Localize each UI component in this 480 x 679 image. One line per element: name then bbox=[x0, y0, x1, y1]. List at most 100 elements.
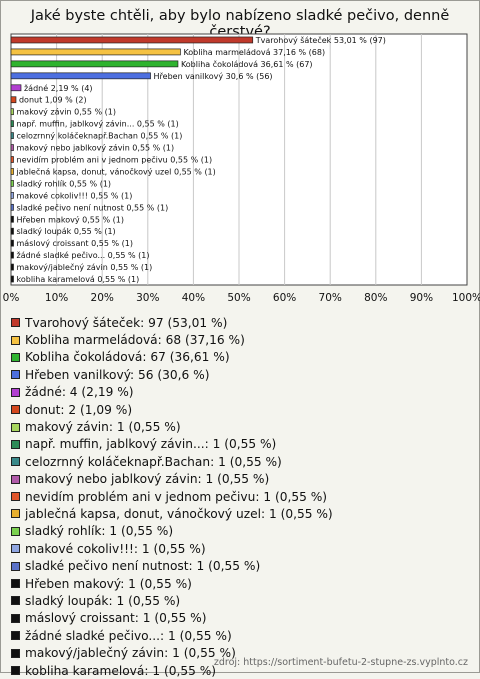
bar-label: jablečná kapsa, donut, vánočkový uzel 0,… bbox=[16, 166, 216, 176]
legend-item: Kobliha čokoládová: 67 (36,61 %) bbox=[11, 349, 471, 366]
legend-item: makový závin: 1 (0,55 %) bbox=[11, 418, 471, 435]
x-tick-label: 100% bbox=[452, 292, 480, 304]
legend-item: Hřeben makový: 1 (0,55 %) bbox=[11, 575, 471, 592]
legend-item: Tvarohový šáteček: 97 (53,01 %) bbox=[11, 314, 471, 331]
legend-label: např. muffin, jablkový závin...: 1 (0,55… bbox=[25, 437, 277, 452]
bar-label: makové cokoliv!!! 0,55 % (1) bbox=[17, 190, 133, 200]
bar-label: Tvarohový šáteček 53,01 % (97) bbox=[255, 35, 386, 45]
legend-label: Tvarohový šáteček: 97 (53,01 %) bbox=[25, 315, 228, 330]
legend-item: celozrnný koláčeknapř.Bachan: 1 (0,55 %) bbox=[11, 453, 471, 470]
legend-item: sladký loupák: 1 (0,55 %) bbox=[11, 592, 471, 609]
legend-swatch bbox=[11, 405, 20, 415]
legend-label: makové cokoliv!!!: 1 (0,55 %) bbox=[25, 541, 206, 556]
legend-swatch bbox=[11, 648, 20, 658]
bar bbox=[10, 84, 22, 92]
bar bbox=[10, 263, 14, 271]
legend-label: máslový croissant: 1 (0,55 %) bbox=[25, 611, 207, 626]
bar-label: makový/jablečný závin 0,55 % (1) bbox=[17, 262, 153, 272]
legend-swatch bbox=[11, 457, 20, 467]
bar-chart: 0% 10% 20% 30% 40% 50% 60% 70% 80% 90% 100% Tvaroho… bbox=[3, 33, 480, 304]
bar-label: nevidím problém ani v jednom pečivu 0,55… bbox=[17, 155, 213, 165]
bar-label: makový závin 0,55 % (1) bbox=[17, 108, 116, 117]
legend-swatch bbox=[11, 387, 20, 397]
x-tick-label: 20% bbox=[91, 292, 114, 304]
bar-label: např. muffin, jablkový závin... 0,55 % (… bbox=[17, 120, 179, 129]
x-tick-label: 10% bbox=[45, 292, 68, 304]
bar-label: Kobliha čokoládová 36,61 % (67) bbox=[181, 59, 313, 69]
legend-swatch bbox=[11, 439, 20, 449]
legend-swatch bbox=[11, 561, 20, 571]
legend-swatch bbox=[11, 631, 20, 641]
legend-item: makový/jablečný závin: 1 (0,55 %) bbox=[11, 644, 471, 661]
x-tick-label: 30% bbox=[136, 292, 159, 304]
bar-label: Kobliha marmeládová 37,16 % (68) bbox=[183, 48, 325, 57]
source-note: zdroj: https://sortiment-bufetu-2-stupne… bbox=[213, 657, 468, 668]
legend-label: žádné: 4 (2,19 %) bbox=[25, 385, 134, 400]
legend-label: makový nebo jablkový závin: 1 (0,55 %) bbox=[25, 472, 270, 487]
legend-swatch bbox=[11, 318, 20, 328]
legend-label: jablečná kapsa, donut, vánočkový uzel: 1… bbox=[25, 506, 333, 521]
legend-label: donut: 2 (1,09 %) bbox=[25, 402, 133, 417]
legend-item: makový nebo jablkový závin: 1 (0,55 %) bbox=[11, 471, 471, 488]
bar-label: celozrnný koláčeknapř.Bachan 0,55 % (1) bbox=[17, 131, 183, 141]
legend-label: makový/jablečný závin: 1 (0,55 %) bbox=[25, 646, 236, 661]
bar bbox=[10, 48, 181, 56]
bar-label: žádné 2,19 % (4) bbox=[24, 83, 93, 93]
x-tick-label: 50% bbox=[227, 292, 250, 304]
legend-label: nevidím problém ani v jednom pečivu: 1 (… bbox=[25, 489, 328, 504]
x-tick-label: 0% bbox=[3, 292, 20, 304]
bar-label: žádné sladké pečivo... 0,55 % (1) bbox=[17, 250, 150, 260]
legend-swatch bbox=[11, 492, 20, 502]
legend-label: sladký rohlík: 1 (0,55 %) bbox=[25, 524, 174, 539]
bar bbox=[10, 132, 14, 139]
legend-item: máslový croissant: 1 (0,55 %) bbox=[11, 610, 471, 627]
legend-item: Hřeben vanilkový: 56 (30,6 %) bbox=[11, 366, 471, 383]
bar bbox=[10, 60, 179, 68]
legend-swatch bbox=[11, 526, 20, 536]
legend-label: sladký loupák: 1 (0,55 %) bbox=[25, 593, 181, 608]
legend-label: makový závin: 1 (0,55 %) bbox=[25, 420, 181, 435]
legend-swatch bbox=[11, 666, 20, 675]
bar bbox=[10, 192, 14, 199]
legend-swatch bbox=[11, 352, 20, 362]
bar-label: donut 1,09 % (2) bbox=[19, 96, 87, 105]
x-tick-label: 90% bbox=[410, 292, 433, 304]
bar-label: máslový croissant 0,55 % (1) bbox=[17, 239, 133, 248]
bar bbox=[10, 168, 14, 175]
legend-label: Hřeben makový: 1 (0,55 %) bbox=[25, 576, 192, 591]
legend-swatch bbox=[11, 596, 20, 606]
legend-item: makové cokoliv!!!: 1 (0,55 %) bbox=[11, 540, 471, 557]
legend-swatch bbox=[11, 579, 20, 589]
x-tick-label: 80% bbox=[364, 292, 387, 304]
bar bbox=[10, 180, 14, 187]
bar-label: makový nebo jablkový závin 0,55 % (1) bbox=[17, 144, 175, 153]
legend-item: např. muffin, jablkový závin...: 1 (0,55… bbox=[11, 436, 471, 453]
bar-label: Hřeben vanilkový 30,6 % (56) bbox=[154, 72, 273, 81]
legend-swatch bbox=[11, 335, 20, 345]
legend-label: kobliha karamelová: 1 (0,55 %) bbox=[25, 663, 217, 678]
bar bbox=[10, 72, 151, 80]
legend-swatch bbox=[11, 509, 20, 519]
chart-legend: Tvarohový šáteček: 97 (53,01 %) Kobliha m… bbox=[11, 314, 471, 679]
bar bbox=[10, 120, 14, 127]
bar bbox=[10, 275, 14, 283]
bar bbox=[10, 36, 254, 44]
bar bbox=[10, 96, 17, 104]
legend-item: žádné sladké pečivo...: 1 (0,55 %) bbox=[11, 627, 471, 644]
legend-label: Kobliha marmeládová: 68 (37,16 %) bbox=[25, 333, 245, 348]
bar-label: sladký rohlík 0,55 % (1) bbox=[17, 179, 112, 188]
bar bbox=[10, 108, 14, 116]
legend-item: nevidím problém ani v jednom pečivu: 1 (… bbox=[11, 488, 471, 505]
legend-item: sladké pečivo není nutnost: 1 (0,55 %) bbox=[11, 557, 471, 574]
legend-item: žádné: 4 (2,19 %) bbox=[11, 384, 471, 401]
bar bbox=[10, 215, 14, 223]
legend-label: žádné sladké pečivo...: 1 (0,55 %) bbox=[25, 628, 232, 643]
bar bbox=[10, 239, 14, 247]
legend-swatch bbox=[11, 370, 20, 380]
x-tick-label: 60% bbox=[273, 292, 296, 304]
bar-label: sladké pečivo není nutnost 0,55 % (1) bbox=[17, 202, 169, 212]
bar-label: Hřeben makový 0,55 % (1) bbox=[17, 215, 124, 224]
legend-label: sladké pečivo není nutnost: 1 (0,55 %) bbox=[25, 559, 261, 574]
legend-item: donut: 2 (1,09 %) bbox=[11, 401, 471, 418]
bar-label: kobliha karamelová 0,55 % (1) bbox=[17, 275, 140, 284]
